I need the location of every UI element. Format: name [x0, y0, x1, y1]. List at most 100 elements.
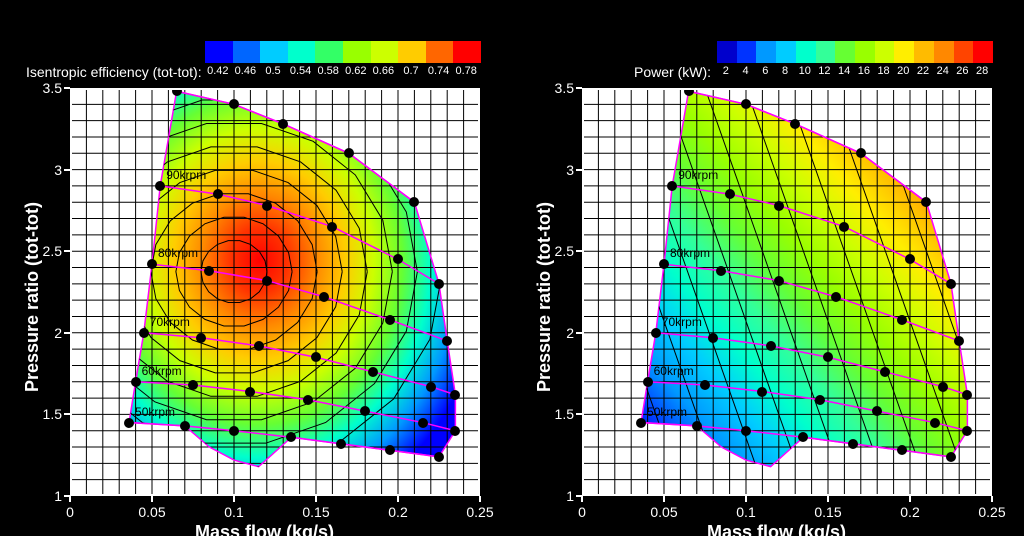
- left-data-dot: [278, 119, 288, 129]
- right-ytick-label: 3.5: [555, 80, 574, 96]
- right-data-dot: [938, 382, 948, 392]
- left-data-dot: [213, 189, 223, 199]
- left-data-dot: [319, 292, 329, 302]
- colorbar-segment: [894, 41, 914, 63]
- left-data-dot: [303, 395, 313, 405]
- right-data-dot: [872, 406, 882, 416]
- left-data-dot: [450, 426, 460, 436]
- right-data-dot: [815, 395, 825, 405]
- left-rpm-label: 70krpm: [150, 315, 190, 329]
- left-ytick-label: 2: [54, 325, 62, 341]
- left-data-dot: [124, 418, 134, 428]
- colorbar-segment: [756, 41, 776, 63]
- right-colorbar-tick: 2: [723, 65, 729, 77]
- left-ytick-label: 3: [54, 162, 62, 178]
- left-plot-area: 100krpm90krpm80krpm70krpm60krpm50krpm: [70, 88, 480, 496]
- colorbar-segment: [776, 41, 796, 63]
- right-colorbar-tick: 8: [782, 65, 788, 77]
- right-xtick-label: 0.25: [978, 504, 1005, 520]
- right-data-dot: [856, 148, 866, 158]
- left-data-dot: [147, 259, 157, 269]
- colorbar-segment: [855, 41, 875, 63]
- colorbar-segment: [973, 41, 993, 63]
- left-data-dot: [229, 99, 239, 109]
- right-ytick-label: 2: [566, 325, 574, 341]
- left-data-dot: [286, 432, 296, 442]
- left-colorbar-tick: 0.58: [317, 65, 338, 77]
- left-data-dot: [245, 387, 255, 397]
- right-data-dot: [823, 352, 833, 362]
- right-xtick-mark: [991, 496, 993, 502]
- colorbar-segment: [371, 41, 399, 63]
- right-data-dot: [636, 418, 646, 428]
- left-ytick-mark: [64, 413, 70, 415]
- right-ytick-label: 3: [566, 162, 574, 178]
- left-data-dot: [196, 333, 206, 343]
- left-ytick-mark: [64, 495, 70, 497]
- left-data-dot: [442, 336, 452, 346]
- right-colorbar-tick: 12: [818, 65, 830, 77]
- left-colorbar-tick: 0.46: [235, 65, 256, 77]
- left-data-dot: [172, 86, 182, 96]
- right-ytick-mark: [576, 250, 582, 252]
- left-data-dot: [311, 352, 321, 362]
- right-rpm-label: 50krpm: [647, 405, 687, 419]
- right-data-dot: [921, 197, 931, 207]
- left-plot-svg: [70, 88, 480, 496]
- left-data-dot: [368, 367, 378, 377]
- left-data-dot: [139, 328, 149, 338]
- right-data-dot: [774, 276, 784, 286]
- left-data-dot: [180, 421, 190, 431]
- left-xtick-label: 0.1: [224, 504, 243, 520]
- colorbar-segment: [796, 41, 816, 63]
- right-colorbar-tick: 24: [937, 65, 949, 77]
- right-rpm-label: 80krpm: [670, 246, 710, 260]
- left-xtick-label: 0.25: [466, 504, 493, 520]
- left-ytick-mark: [64, 250, 70, 252]
- left-xtick-mark: [479, 496, 481, 502]
- right-data-dot: [798, 432, 808, 442]
- left-xtick-mark: [233, 496, 235, 502]
- right-plot-area: 100krpm90krpm80krpm70krpm60krpm50krpm: [582, 88, 992, 496]
- left-colorbar-tick: 0.74: [428, 65, 449, 77]
- right-data-dot: [930, 418, 940, 428]
- right-rpm-label: 90krpm: [678, 168, 718, 182]
- left-data-dot: [450, 390, 460, 400]
- left-data-dot: [188, 380, 198, 390]
- right-ytick-mark: [576, 332, 582, 334]
- right-colorbar-tick: 22: [917, 65, 929, 77]
- left-ytick-mark: [64, 87, 70, 89]
- colorbar-segment: [288, 41, 316, 63]
- left-xtick-mark: [315, 496, 317, 502]
- right-panel: 100krpm90krpm80krpm70krpm60krpm50krpm00.…: [512, 0, 1024, 536]
- right-colorbar-tick: 14: [838, 65, 850, 77]
- right-colorbar-tick: 4: [743, 65, 749, 77]
- left-data-dot: [360, 406, 370, 416]
- right-data-dot: [962, 426, 972, 436]
- left-data-dot: [409, 197, 419, 207]
- left-data-dot: [385, 445, 395, 455]
- right-data-dot: [790, 119, 800, 129]
- left-colorbar: [204, 40, 482, 64]
- left-panel: 100krpm90krpm80krpm70krpm60krpm50krpm 0 0.…: [0, 0, 512, 536]
- colorbar-segment: [914, 41, 934, 63]
- left-data-dot: [418, 418, 428, 428]
- left-ytick-mark: [64, 169, 70, 171]
- left-colorbar-label: Isentropic efficiency (tot-tot):: [26, 64, 202, 80]
- left-data-dot: [262, 276, 272, 286]
- right-xtick-mark: [745, 496, 747, 502]
- right-xtick-label: 0.05: [650, 504, 677, 520]
- colorbar-segment: [954, 41, 974, 63]
- left-xtick-label: 0: [66, 504, 74, 520]
- left-xlabel: Mass flow (kg/s): [195, 522, 334, 536]
- colorbar-segment: [453, 41, 481, 63]
- right-data-dot: [848, 439, 858, 449]
- right-ytick-mark: [576, 413, 582, 415]
- figure-container: 100krpm90krpm80krpm70krpm60krpm50krpm 0 0.…: [0, 0, 1024, 536]
- left-data-dot: [204, 266, 214, 276]
- right-xtick-label: 0.1: [736, 504, 755, 520]
- left-xtick-label: 0.05: [138, 504, 165, 520]
- left-data-dot: [254, 341, 264, 351]
- left-rpm-label: 50krpm: [135, 405, 175, 419]
- right-data-dot: [766, 341, 776, 351]
